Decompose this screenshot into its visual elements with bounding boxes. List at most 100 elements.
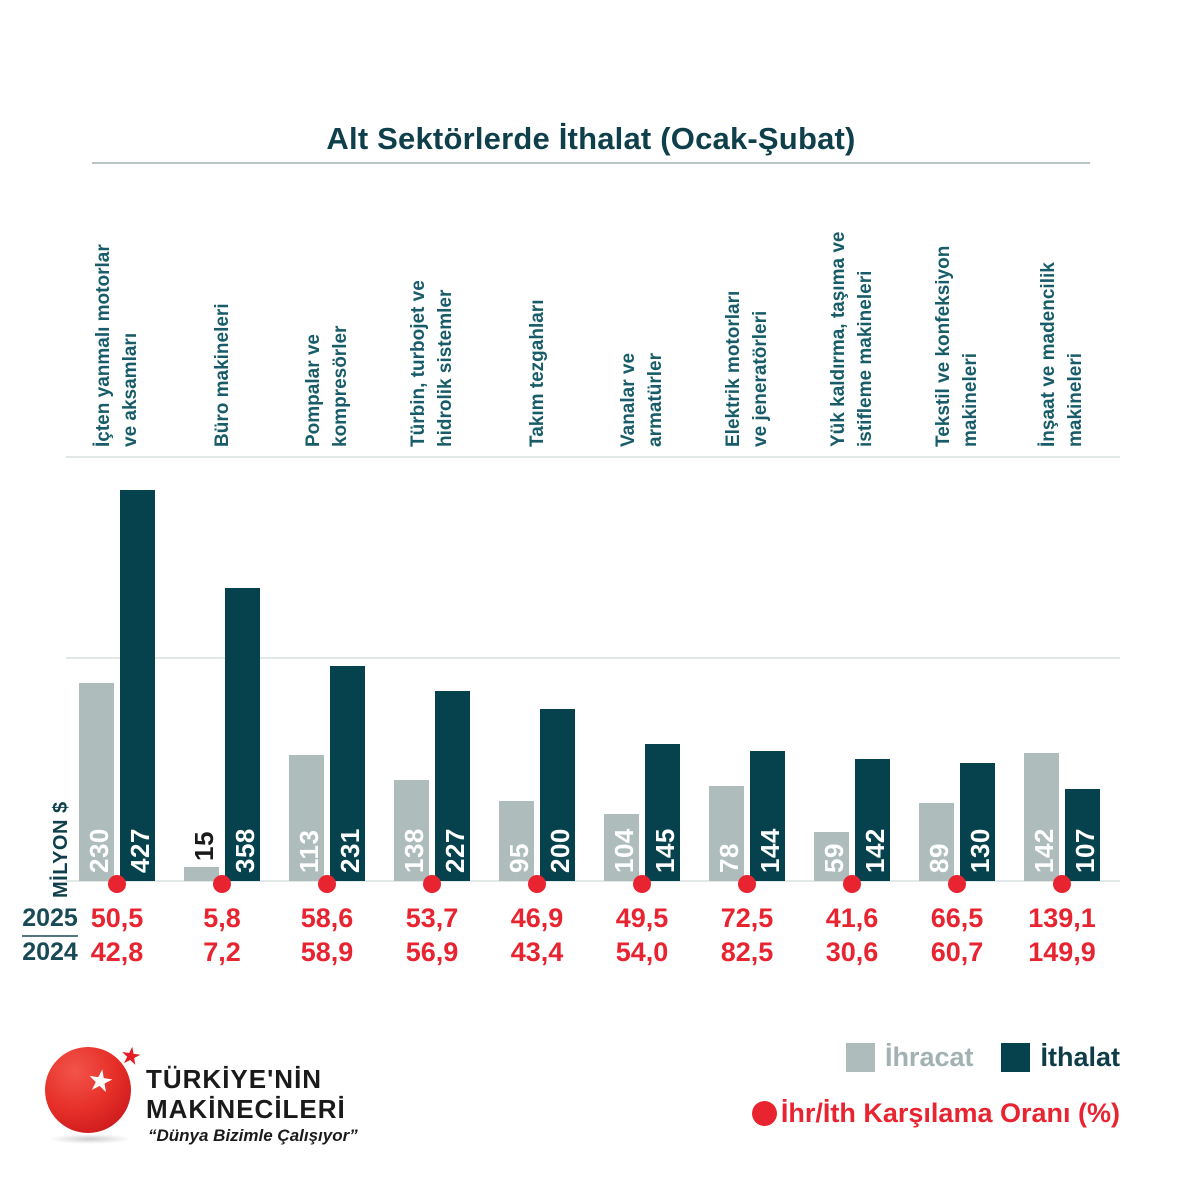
import-bar-value: 200 xyxy=(544,828,575,873)
category-label-line: Takım tezgahları xyxy=(526,299,548,447)
export-bar xyxy=(709,786,744,881)
category-label: Pompalar ve kompresörler xyxy=(300,147,354,447)
import-bar xyxy=(645,744,680,881)
export-bar xyxy=(79,683,114,881)
export-bar-value: 142 xyxy=(1028,828,1059,873)
ratio-value-2025: 139,1 xyxy=(1028,903,1096,933)
category-label-line: Vanalar ve xyxy=(618,352,639,447)
year-label-2024: 2024 xyxy=(22,938,78,966)
ratio-value-2024: 58,9 xyxy=(300,937,354,967)
export-bar-value: 104 xyxy=(608,828,639,873)
category-label-line: makineleri xyxy=(1065,353,1086,447)
x-axis-line xyxy=(66,880,1120,882)
ratio-value-2025: 53,7 xyxy=(405,903,459,933)
category-label: Türbin, turbojet ve hidrolik sistemler xyxy=(405,147,459,447)
export-bar-value: 78 xyxy=(713,843,744,873)
gridline xyxy=(66,456,1120,458)
category-label: Takım tezgahları xyxy=(524,147,551,447)
coverage-ratio-dot-icon xyxy=(843,875,861,893)
logo-shadow xyxy=(48,1134,132,1144)
category-label-line: ve jeneratörleri xyxy=(750,310,771,447)
ratio-value-2025: 49,5 xyxy=(615,903,669,933)
category-label: İçten yanmalı motorlar ve aksamları xyxy=(90,147,144,447)
import-bar-value: 130 xyxy=(964,828,995,873)
ratio-value-2024: 7,2 xyxy=(203,937,241,967)
import-bar xyxy=(330,666,365,881)
logo-title: TÜRKİYE'NİN MAKİNECİLERİ xyxy=(146,1064,346,1124)
coverage-ratio-dot-icon xyxy=(423,875,441,893)
import-bar-value: 427 xyxy=(124,828,155,873)
category-label: Tekstil ve konfeksiyon makineleri xyxy=(930,147,984,447)
coverage-ratio-dot-icon xyxy=(528,875,546,893)
export-bar xyxy=(499,801,534,881)
legend-ratio-label: İhr/İth Karşılama Oranı (%) xyxy=(780,1098,1120,1128)
ratio-value-2025: 66,5 xyxy=(930,903,984,933)
ratio-value-2024: 56,9 xyxy=(405,937,459,967)
ratio-value-2025: 72,5 xyxy=(720,903,774,933)
legend-ratio: İhr/İth Karşılama Oranı (%) xyxy=(751,1098,1120,1129)
export-bar xyxy=(394,780,429,881)
page-title: Alt Sektörlerde İthalat (Ocak-Şubat) xyxy=(326,120,856,156)
import-bar-value: 358 xyxy=(229,828,260,873)
category-label-line: İçten yanmalı motorlar xyxy=(93,244,114,447)
import-bar xyxy=(540,709,575,881)
gridline xyxy=(66,657,1120,659)
legend-export-label: İhracat xyxy=(884,1042,974,1072)
ratio-value-2025: 5,8 xyxy=(203,903,241,933)
star-badge-icon: ★ xyxy=(118,1041,144,1072)
star-icon: ★ xyxy=(84,1063,117,1100)
ratio-value-2024: 30,6 xyxy=(825,937,879,967)
ratio-value-2025: 58,6 xyxy=(300,903,354,933)
export-bar xyxy=(184,867,219,881)
import-bar-value: 107 xyxy=(1069,828,1100,873)
coverage-ratio-dot-icon xyxy=(213,875,231,893)
export-bar-value: 15 xyxy=(188,831,219,861)
logo-circle xyxy=(45,1047,131,1133)
logo: ★ ★ TÜRKİYE'NİN MAKİNECİLERİ “Dünya Bizi… xyxy=(40,1040,370,1150)
category-label: Vanalar ve armatürler xyxy=(615,147,669,447)
title-divider xyxy=(92,162,1090,164)
export-bar xyxy=(919,803,954,881)
export-bar xyxy=(604,814,639,881)
import-bar xyxy=(1065,789,1100,881)
export-bar xyxy=(1024,753,1059,881)
category-label-line: İnşaat ve madencilik xyxy=(1038,262,1059,447)
legend: İhracat İthalat xyxy=(845,1042,1120,1073)
import-bar xyxy=(120,490,155,881)
category-label-line: Büro makineleri xyxy=(211,303,233,447)
legend-import-label: İthalat xyxy=(1040,1042,1120,1072)
logo-title-line1: TÜRKİYE'NİN xyxy=(146,1064,323,1094)
coverage-ratio-dot-icon xyxy=(318,875,336,893)
category-label: Büro makineleri xyxy=(209,147,236,447)
logo-title-line2: MAKİNECİLERİ xyxy=(146,1094,346,1124)
ratio-value-2024: 43,4 xyxy=(510,937,564,967)
ratio-value-2025: 46,9 xyxy=(510,903,564,933)
import-bar-value: 145 xyxy=(649,828,680,873)
import-bar xyxy=(855,759,890,881)
legend-import-swatch-icon xyxy=(1001,1043,1031,1072)
category-label-line: hidrolik sistemler xyxy=(435,289,456,447)
ratio-value-2025: 50,5 xyxy=(90,903,144,933)
category-label-line: istifleme makineleri xyxy=(855,270,876,447)
category-label-line: ve aksamları xyxy=(120,332,141,447)
year-label-2025: 2025 xyxy=(22,904,78,932)
coverage-ratio-dot-icon xyxy=(948,875,966,893)
import-bar-value: 144 xyxy=(754,828,785,873)
category-label-line: armatürler xyxy=(645,353,666,447)
category-label-line: Yük kaldırma, taşıma ve xyxy=(828,231,849,447)
import-bar xyxy=(435,691,470,881)
y-axis-label: MİLYON $ xyxy=(50,801,72,898)
export-bar-value: 59 xyxy=(818,843,849,873)
export-bar-value: 230 xyxy=(83,828,114,873)
ratio-value-2024: 82,5 xyxy=(720,937,774,967)
import-bar xyxy=(960,763,995,881)
category-label-line: Türbin, turbojet ve xyxy=(408,280,429,447)
import-bar-value: 142 xyxy=(859,828,890,873)
export-bar-value: 95 xyxy=(503,843,534,873)
category-label: İnşaat ve madencilik makineleri xyxy=(1035,147,1089,447)
export-bar-value: 138 xyxy=(398,828,429,873)
category-label-line: kompresörler xyxy=(330,325,351,447)
category-label: Yük kaldırma, taşıma ve istifleme makinel… xyxy=(825,147,879,447)
legend-ratio-dot-icon xyxy=(751,1101,777,1126)
year-divider xyxy=(22,935,78,937)
